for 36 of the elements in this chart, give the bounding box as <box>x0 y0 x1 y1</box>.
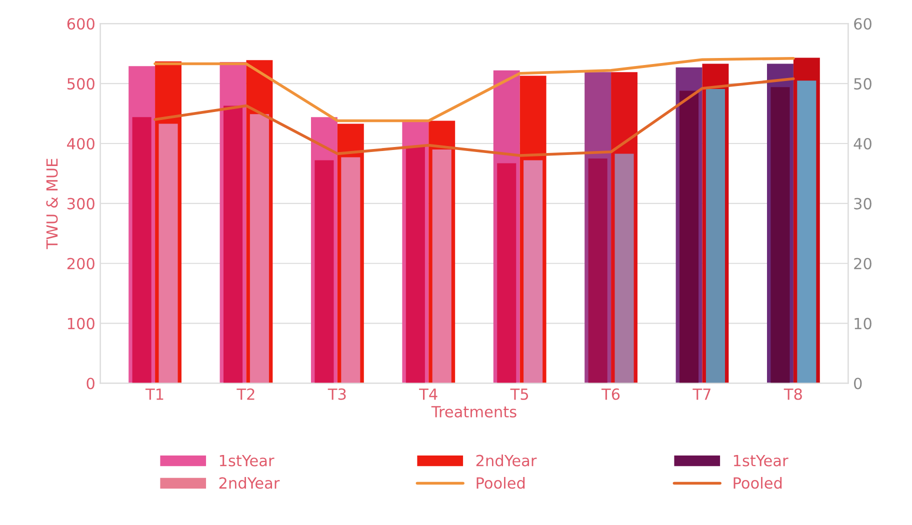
legend-label: 1stYear <box>734 455 788 466</box>
y-tick-label: 500 <box>67 78 94 90</box>
bar <box>524 160 543 384</box>
y2-tick-label: 20 <box>854 258 872 270</box>
x-tick-label: T5 <box>510 388 528 400</box>
x-tick-label: T1 <box>145 388 164 400</box>
bar <box>588 158 608 384</box>
x-axis-title: Treatments <box>431 406 516 418</box>
x-tick-label: T8 <box>784 388 802 400</box>
y-tick-label: 100 <box>68 318 94 330</box>
x-tick-label: T6 <box>601 388 620 400</box>
legend-label: 2ndYear <box>219 476 280 489</box>
y-axis-title: TWU & MUE <box>46 158 58 250</box>
legend-label: Pooled <box>734 476 782 489</box>
y2-tick-label: 0 <box>854 378 862 390</box>
x-tick-label: T7 <box>692 388 710 400</box>
x-tick-label: T4 <box>419 388 438 400</box>
bar <box>497 163 516 384</box>
y2-tick-label: 30 <box>854 198 872 210</box>
bar <box>614 154 634 384</box>
y-tick-label: 600 <box>67 18 94 30</box>
legend-label: 2ndYear <box>476 454 537 466</box>
legend-label: 1stYear <box>220 455 274 466</box>
y-tick-label: 300 <box>67 198 94 210</box>
line-series <box>154 57 795 122</box>
line-series <box>154 77 795 157</box>
x-tick-label: T3 <box>328 388 346 400</box>
y-tick-label: 0 <box>86 378 94 390</box>
y-tick-label: 200 <box>67 258 94 270</box>
y2-tick-label: 60 <box>854 18 872 30</box>
x-tick-label: T2 <box>236 388 254 400</box>
legend-label: Pooled <box>476 476 525 489</box>
y2-tick-label: 50 <box>854 78 872 90</box>
y2-tick-label: 10 <box>854 318 872 330</box>
y2-tick-label: 40 <box>854 138 872 150</box>
y-tick-label: 400 <box>67 138 94 150</box>
